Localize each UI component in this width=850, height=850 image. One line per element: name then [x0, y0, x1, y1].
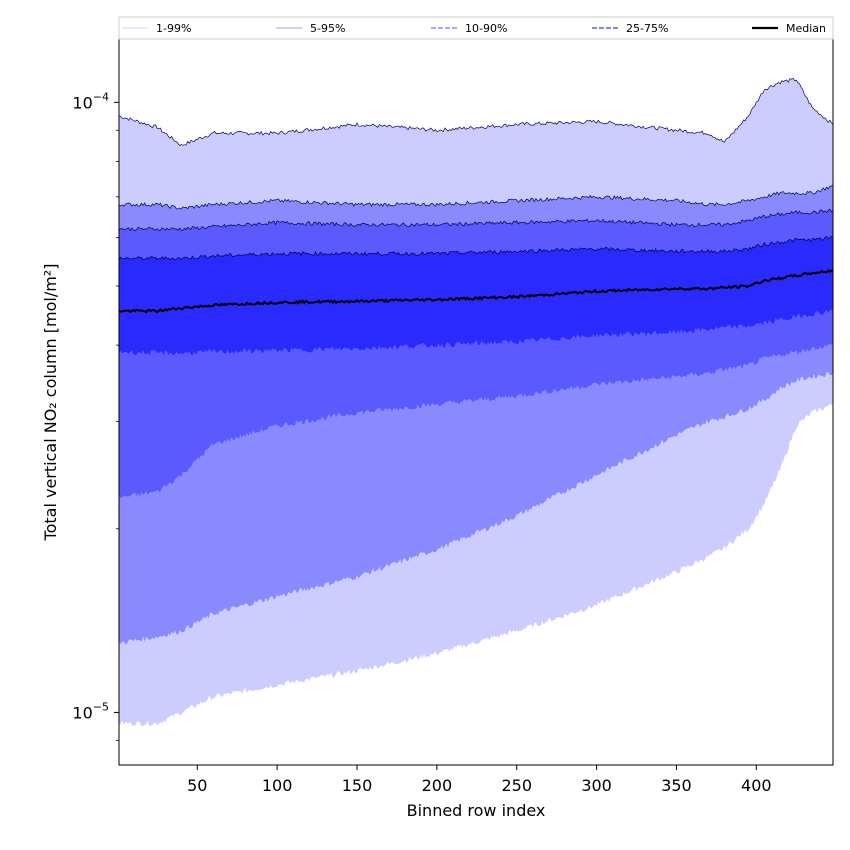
band-upper-edge-5-95pct: [119, 185, 833, 210]
legend-label: 5-95%: [310, 22, 345, 35]
bands-layer: [119, 78, 833, 726]
legend-label: Median: [786, 22, 826, 35]
median-line: [119, 269, 833, 314]
band-25-75pct: [119, 236, 833, 356]
legend-label: 10-90%: [465, 22, 507, 35]
x-tick-label: 250: [501, 776, 532, 795]
y-tick-label: 10−5: [72, 700, 109, 722]
band-upper-edge-1-99pct: [119, 77, 833, 146]
x-ticks: 50 100 150 200 250 300 350 400: [187, 765, 772, 795]
legend-label: 1-99%: [156, 22, 191, 35]
y-ticks: 10−5 10−4: [72, 90, 119, 741]
x-tick-label: 350: [661, 776, 692, 795]
legend-box: [118, 16, 834, 40]
x-tick-label: 400: [741, 776, 772, 795]
lines-layer: [119, 77, 833, 314]
x-tick-label: 150: [342, 776, 373, 795]
y-axis-label: Total vertical NO₂ column [mol/m²]: [41, 264, 60, 542]
legend: 1-99% 5-95% 10-90% 25-75% Median: [118, 16, 834, 40]
band-upper-edge-25-75pct: [119, 235, 833, 261]
x-tick-label: 100: [262, 776, 293, 795]
x-axis-label: Binned row index: [407, 801, 546, 820]
x-tick-label: 300: [581, 776, 612, 795]
x-tick-label: 200: [422, 776, 453, 795]
legend-label: 25-75%: [626, 22, 668, 35]
band-upper-edge-10-90pct: [119, 208, 833, 232]
x-tick-label: 50: [187, 776, 207, 795]
y-tick-label: 10−4: [72, 90, 109, 112]
